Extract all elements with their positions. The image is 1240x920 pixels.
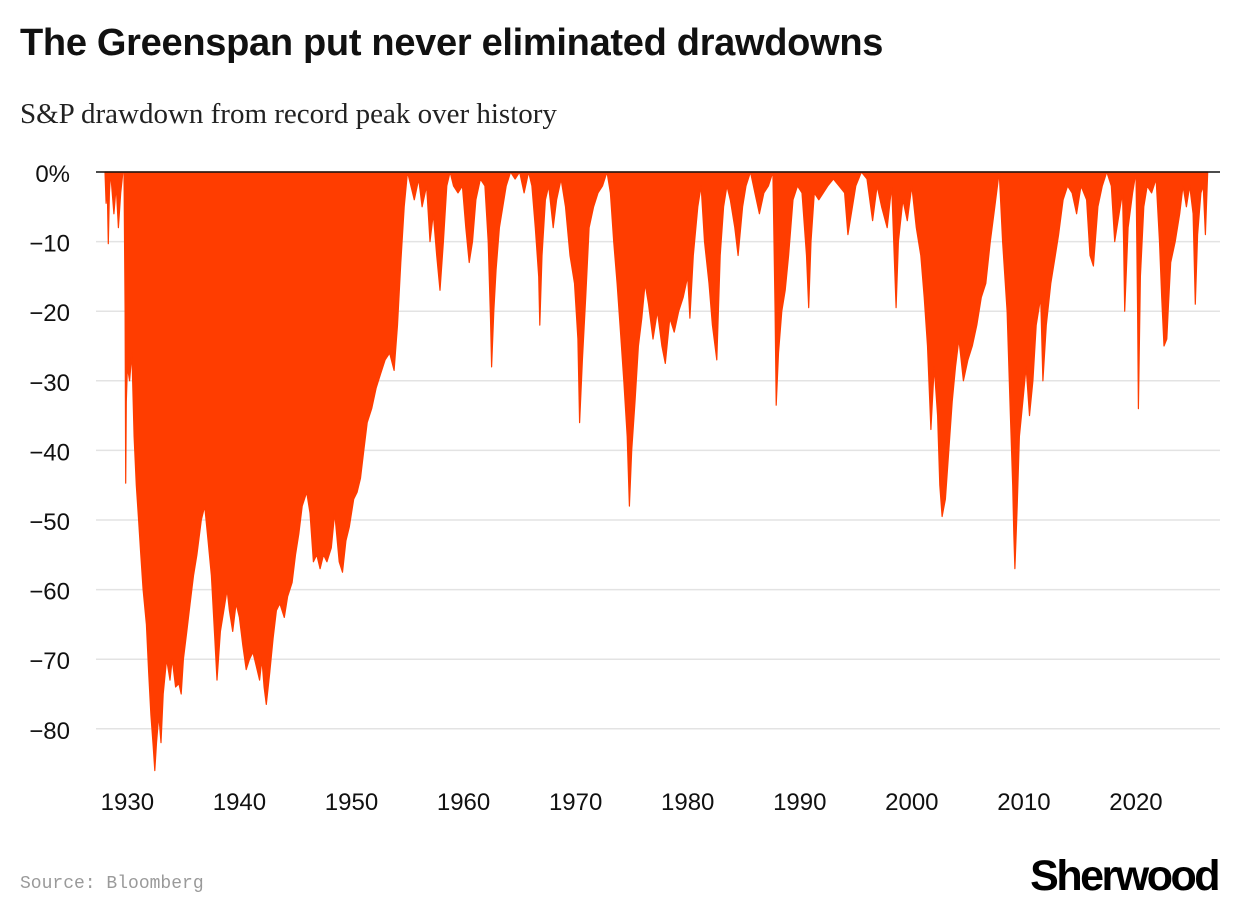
y-tick-label: −10	[29, 231, 70, 258]
y-tick-label: −40	[29, 439, 70, 466]
axis-layer: 0% −10 −20 −30 −40 −50 −60 −70 −80 1930 1940 1950 19…	[29, 161, 1220, 816]
x-tick-label: 1960	[437, 789, 490, 816]
source-note: Source: Bloomberg	[20, 874, 204, 894]
sherwood-logo: Sherwood	[1030, 852, 1220, 900]
chart-title: The Greenspan put never eliminated drawd…	[20, 22, 884, 64]
y-tick-label: −20	[29, 300, 70, 327]
x-tick-label: 1930	[101, 789, 154, 816]
y-tick-label: −70	[29, 648, 70, 675]
drawdown-area-layer	[104, 171, 1209, 772]
y-tick-label: 0%	[35, 161, 70, 188]
drawdown-area	[104, 171, 1209, 772]
y-tick-label: −30	[29, 370, 70, 397]
x-tick-label: 1990	[773, 789, 826, 816]
x-tick-label: 2020	[1109, 789, 1162, 816]
x-tick-label: 1970	[549, 789, 602, 816]
x-tick-label: 1950	[325, 789, 378, 816]
chart-subtitle: S&P drawdown from record peak over histo…	[20, 98, 557, 130]
y-tick-label: −80	[29, 718, 70, 745]
x-tick-label: 2000	[885, 789, 938, 816]
y-tick-label: −50	[29, 509, 70, 536]
x-tick-label: 2010	[997, 789, 1050, 816]
y-tick-label: −60	[29, 579, 70, 606]
x-tick-label: 1940	[213, 789, 266, 816]
x-tick-label: 1980	[661, 789, 714, 816]
